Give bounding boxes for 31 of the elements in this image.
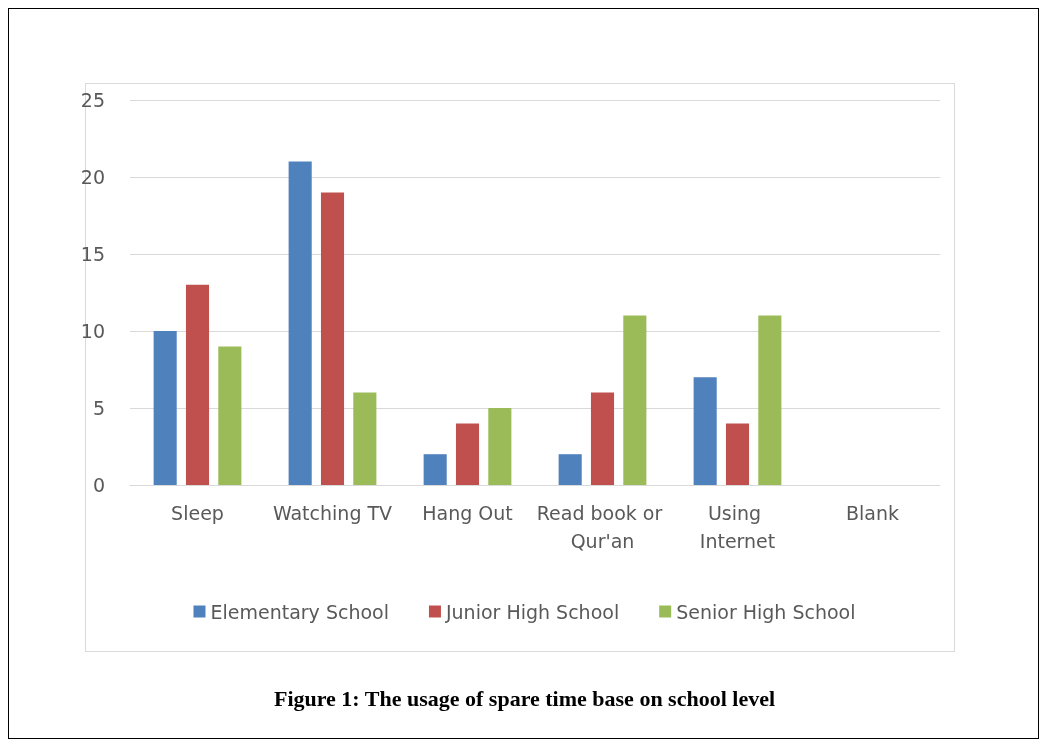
- y-tick-label: 25: [80, 89, 105, 111]
- bar: [488, 408, 512, 485]
- bar: [320, 192, 345, 485]
- x-tick-label: Using Internet: [699, 502, 776, 552]
- bar: [153, 331, 177, 485]
- x-tick-label: Watching TV: [272, 502, 393, 524]
- x-tick-label: Sleep: [171, 502, 224, 524]
- bar: [590, 392, 615, 485]
- x-tick-label: Blank: [845, 502, 900, 524]
- bar: [623, 315, 647, 485]
- legend-label: Senior High School: [676, 600, 856, 623]
- bar: [693, 377, 717, 485]
- bar: [353, 392, 377, 485]
- bar: [423, 454, 447, 485]
- bar: [288, 161, 312, 485]
- x-tick-label: Hang Out: [422, 502, 513, 524]
- bar: [558, 454, 582, 485]
- y-tick-label: 5: [92, 397, 105, 419]
- legend-label: Elementary School: [210, 600, 389, 623]
- y-tick-label: 10: [80, 320, 105, 342]
- bar: [218, 346, 242, 485]
- y-tick-label: 0: [92, 474, 105, 496]
- legend-label: Junior High School: [444, 600, 620, 623]
- bar: [725, 423, 750, 485]
- bar: [455, 423, 480, 485]
- y-tick-label: 15: [80, 243, 105, 265]
- x-tick-label: Read book or Qur'an: [536, 502, 669, 552]
- caption: Figure 1: The usage of spare time base on school level: [272, 686, 777, 712]
- bar: [758, 315, 782, 485]
- y-tick-label: 20: [80, 166, 105, 188]
- bar: [185, 284, 210, 485]
